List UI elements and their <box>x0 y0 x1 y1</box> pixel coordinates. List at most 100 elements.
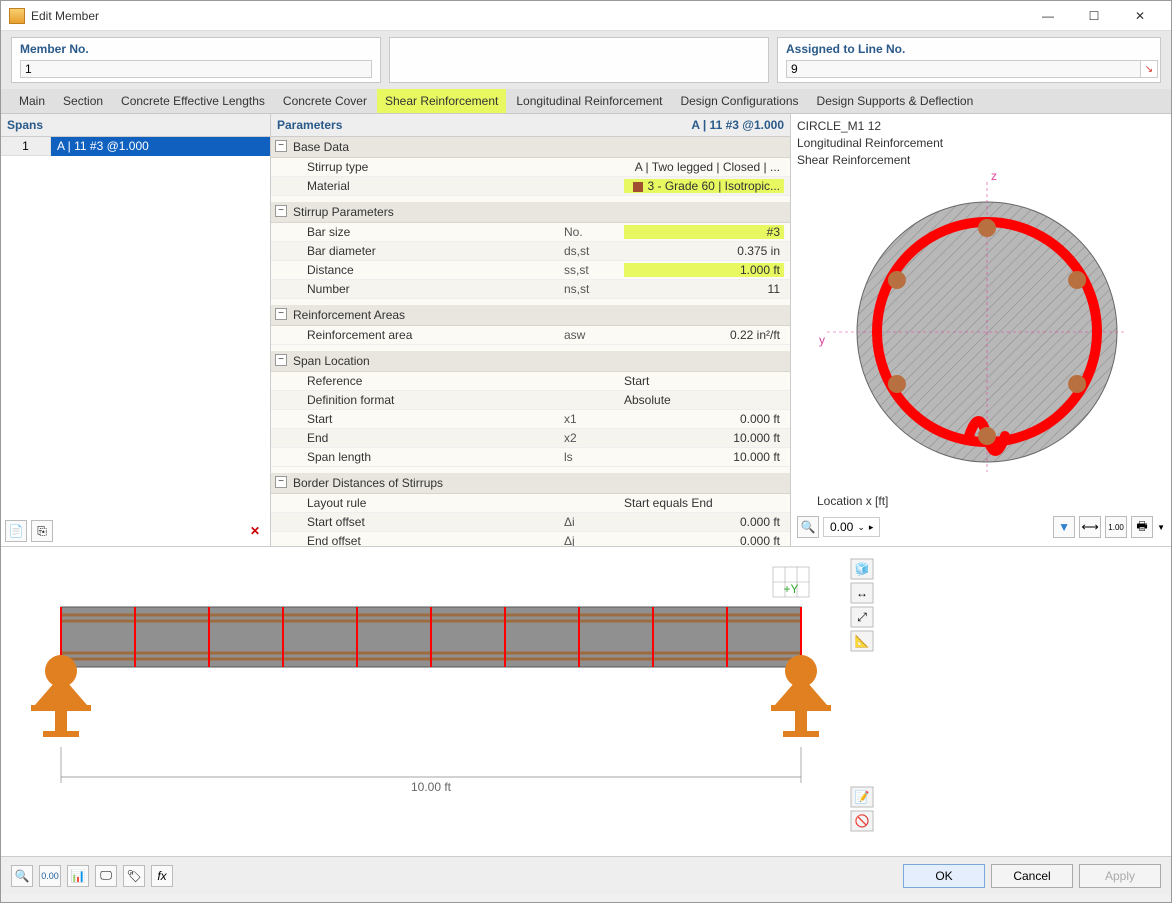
cancel-button[interactable]: Cancel <box>991 864 1073 888</box>
param-row[interactable]: End offsetΔj0.000 ft <box>271 532 790 546</box>
param-value: 0.000 ft <box>624 534 784 546</box>
spans-header: Spans <box>1 114 270 137</box>
span-row[interactable]: 1A | 11 #3 @1.000 <box>1 137 270 156</box>
param-row[interactable]: Numberns,st11 <box>271 280 790 299</box>
section-info: CIRCLE_M1 12 Longitudinal Reinforcement … <box>797 118 1165 168</box>
param-value: A | Two legged | Closed | ... <box>624 160 784 174</box>
print-button[interactable]: 🖶 <box>1131 516 1153 538</box>
footer: 🔍 0.00 📊 🖵 🏷 fx OK Cancel Apply <box>1 856 1171 894</box>
location-label: Location x [ft] <box>817 494 888 508</box>
param-row[interactable]: Start offsetΔi0.000 ft <box>271 513 790 532</box>
param-value: Start <box>624 374 784 388</box>
collapse-icon[interactable]: − <box>275 476 287 488</box>
param-name: Reinforcement area <box>307 328 564 342</box>
param-symbol: x1 <box>564 412 624 426</box>
param-value: 0.000 ft <box>624 412 784 426</box>
svg-text:y: y <box>819 333 825 347</box>
dimension-button[interactable]: ⟷ <box>1079 516 1101 538</box>
param-symbol: asw <box>564 328 624 342</box>
tab-longitudinal-reinforcement[interactable]: Longitudinal Reinforcement <box>508 89 670 113</box>
spans-list: 1A | 11 #3 @1.000 <box>1 137 270 516</box>
param-symbol: Δj <box>564 534 624 546</box>
param-row[interactable]: Stirrup typeA | Two legged | Closed | ..… <box>271 158 790 177</box>
param-value: 0.22 in²/ft <box>624 328 784 342</box>
param-symbol <box>564 496 624 510</box>
tab-main[interactable]: Main <box>11 89 53 113</box>
tabs: MainSectionConcrete Effective LengthsCon… <box>1 89 1171 114</box>
formula-button[interactable]: fx <box>151 865 173 887</box>
param-symbol: ls <box>564 450 624 464</box>
section-name: CIRCLE_M1 12 <box>797 118 1165 135</box>
param-group: −Reinforcement Areas <box>271 305 790 326</box>
param-value: #3 <box>624 225 784 239</box>
param-name: Distance <box>307 263 564 277</box>
window-title: Edit Member <box>31 9 1025 23</box>
param-row[interactable]: Distancess,st1.000 ft <box>271 261 790 280</box>
main-area: Spans 1A | 11 #3 @1.000 📄 ⎘ ✕ Parameters… <box>1 114 1171 546</box>
pick-line-button[interactable]: ↘ <box>1140 60 1158 78</box>
param-symbol: x2 <box>564 431 624 445</box>
section-viz: zy <box>797 172 1165 490</box>
collapse-icon[interactable]: − <box>275 354 287 366</box>
param-value: 10.000 ft <box>624 431 784 445</box>
header-row: Member No. Assigned to Line No. ↘ <box>1 31 1171 89</box>
assigned-line-box: Assigned to Line No. ↘ <box>777 37 1161 83</box>
tag-button[interactable]: 🏷 <box>123 865 145 887</box>
param-value: 3 - Grade 60 | Isotropic... <box>624 179 784 193</box>
member-no-input[interactable] <box>20 60 372 78</box>
section-shear-reinf: Shear Reinforcement <box>797 152 1165 169</box>
param-row[interactable]: Material3 - Grade 60 | Isotropic... <box>271 177 790 196</box>
display-button[interactable]: 🖵 <box>95 865 117 887</box>
new-span-button[interactable]: 📄 <box>5 520 27 542</box>
copy-span-button[interactable]: ⎘ <box>31 520 53 542</box>
collapse-icon[interactable]: − <box>275 308 287 320</box>
units-footer-button[interactable]: 0.00 <box>39 865 61 887</box>
ok-button[interactable]: OK <box>903 864 985 888</box>
param-row[interactable]: Layout ruleStart equals End <box>271 494 790 513</box>
param-row[interactable]: Bar diameterds,st0.375 in <box>271 242 790 261</box>
assigned-label: Assigned to Line No. <box>786 42 1152 56</box>
param-symbol <box>564 179 624 193</box>
apply-button[interactable]: Apply <box>1079 864 1161 888</box>
parameters-title: Parameters <box>277 118 342 132</box>
param-row[interactable]: Startx10.000 ft <box>271 410 790 429</box>
param-name: Bar diameter <box>307 244 564 258</box>
location-spinner[interactable]: 0.00 ⌄ ▸ <box>823 517 880 537</box>
elevation-preview: 10.00 ft+Y🧊↔⤢📐📝🚫 <box>1 546 1171 856</box>
chart-button[interactable]: 📊 <box>67 865 89 887</box>
param-symbol <box>564 374 624 388</box>
member-no-box: Member No. <box>11 37 381 83</box>
tab-design-configurations[interactable]: Design Configurations <box>672 89 806 113</box>
filter-button[interactable]: ▼ <box>1053 516 1075 538</box>
tab-shear-reinforcement[interactable]: Shear Reinforcement <box>377 89 506 113</box>
tab-design-supports-deflection[interactable]: Design Supports & Deflection <box>809 89 982 113</box>
section-tool-button[interactable]: 🔍 <box>797 516 819 538</box>
tab-section[interactable]: Section <box>55 89 111 113</box>
param-name: Start offset <box>307 515 564 529</box>
tab-concrete-cover[interactable]: Concrete Cover <box>275 89 375 113</box>
parameters-panel: Parameters A | 11 #3 @1.000 −Base DataSt… <box>271 114 791 546</box>
tab-concrete-effective-lengths[interactable]: Concrete Effective Lengths <box>113 89 273 113</box>
param-row[interactable]: ReferenceStart <box>271 372 790 391</box>
help-button[interactable]: 🔍 <box>11 865 33 887</box>
param-row[interactable]: Definition formatAbsolute <box>271 391 790 410</box>
collapse-icon[interactable]: − <box>275 205 287 217</box>
svg-text:z: z <box>991 172 997 183</box>
section-svg: zy <box>797 172 1157 482</box>
param-row[interactable]: Endx210.000 ft <box>271 429 790 448</box>
param-name: End offset <box>307 534 564 546</box>
collapse-icon[interactable]: − <box>275 140 287 152</box>
maximize-button[interactable]: ☐ <box>1071 1 1117 31</box>
param-group: −Span Location <box>271 351 790 372</box>
units-button[interactable]: 1.00 <box>1105 516 1127 538</box>
param-row[interactable]: Span lengthls10.000 ft <box>271 448 790 467</box>
param-symbol: ns,st <box>564 282 624 296</box>
close-button[interactable]: ✕ <box>1117 1 1163 31</box>
param-name: Number <box>307 282 564 296</box>
param-group: −Stirrup Parameters <box>271 202 790 223</box>
param-row[interactable]: Reinforcement areaasw0.22 in²/ft <box>271 326 790 345</box>
delete-span-button[interactable]: ✕ <box>244 520 266 542</box>
param-row[interactable]: Bar sizeNo.#3 <box>271 223 790 242</box>
minimize-button[interactable]: — <box>1025 1 1071 31</box>
assigned-line-input[interactable] <box>786 60 1152 78</box>
